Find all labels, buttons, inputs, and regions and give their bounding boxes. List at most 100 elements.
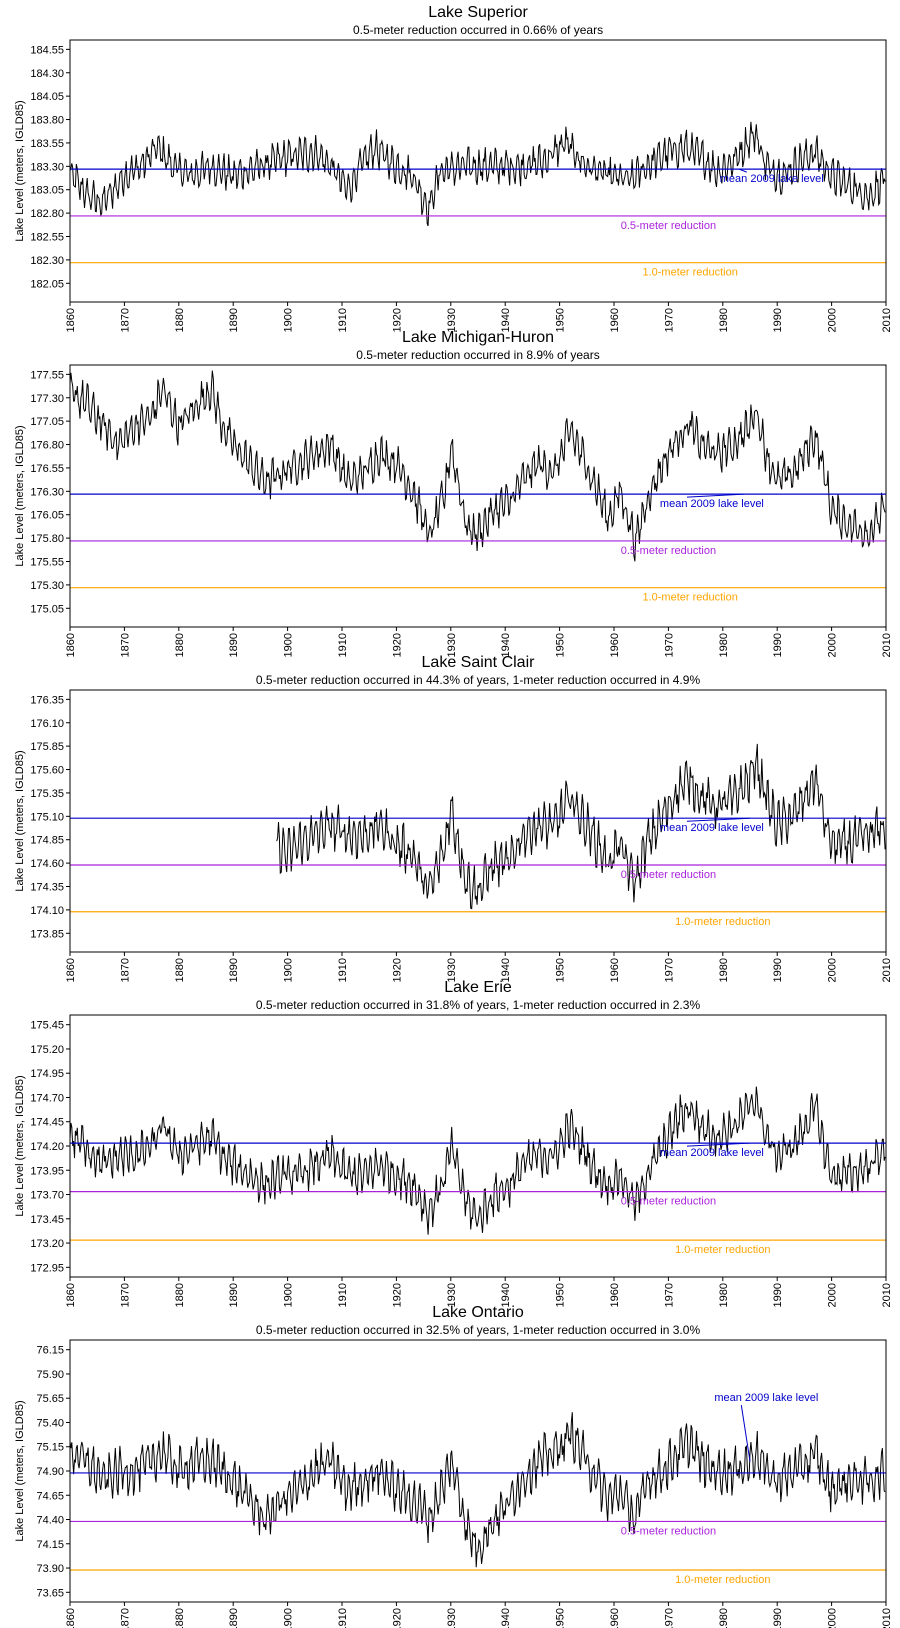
x-tick-label: 1970	[663, 958, 675, 982]
x-tick-label: 1940	[500, 1283, 512, 1307]
y-tick-label: 76.15	[36, 1345, 64, 1357]
y-tick-label: 73.65	[36, 1587, 64, 1599]
x-tick-label: 1910	[337, 1283, 349, 1307]
x-tick-label: 1990	[772, 633, 784, 657]
reference-line-label: mean 2009 lake level	[660, 498, 764, 510]
chart-subtitle: 0.5-meter reduction occurred in 44.3% of…	[256, 673, 701, 687]
x-tick-label: 1890	[228, 308, 240, 332]
x-tick-label: 1920	[391, 1608, 403, 1628]
reference-line-label: 1.0-meter reduction	[642, 267, 737, 279]
x-tick-label: 1860	[65, 958, 77, 982]
y-tick-label: 175.30	[30, 580, 64, 592]
y-tick-label: 174.70	[30, 1092, 64, 1104]
x-tick-label: 1920	[391, 1283, 403, 1307]
y-tick-label: 182.55	[30, 232, 64, 244]
x-tick-label: 2010	[881, 1283, 893, 1307]
y-tick-label: 176.05	[30, 510, 64, 522]
x-tick-label: 1880	[174, 958, 186, 982]
plot-frame	[69, 1339, 887, 1603]
y-tick-label: 75.15	[36, 1442, 64, 1454]
x-tick-label: 1980	[718, 1283, 730, 1307]
x-tick-label: 2000	[827, 308, 839, 332]
chart-title: Lake Saint Clair	[422, 654, 536, 671]
y-tick-label: 175.05	[30, 603, 64, 615]
x-tick-label: 1870	[119, 308, 131, 332]
y-tick-label: 175.45	[30, 1020, 64, 1032]
x-tick-label: 1880	[174, 1283, 186, 1307]
x-tick-label: 1870	[119, 958, 131, 982]
y-tick-label: 174.20	[30, 1141, 64, 1153]
x-tick-label: 1890	[228, 633, 240, 657]
x-tick-label: 2010	[881, 308, 893, 332]
x-tick-label: 1960	[609, 633, 621, 657]
chart-panel-4: Lake Erie 0.5-meter reduction occurred in…	[14, 979, 893, 1307]
y-tick-label: 174.85	[30, 835, 64, 847]
lake-level-series-line	[69, 1086, 886, 1235]
x-tick-label: 1990	[772, 1283, 784, 1307]
x-tick-label: 1940	[500, 308, 512, 332]
x-tick-label: 1920	[391, 633, 403, 657]
chart-title: Lake Michigan-Huron	[402, 329, 554, 346]
chart-panel-1: Lake Superior 0.5-meter reduction occurre…	[14, 4, 893, 332]
y-axis-label: Lake Level (meters, IGLD85)	[14, 425, 26, 566]
reference-line-label: 1.0-meter reduction	[642, 592, 737, 604]
x-tick-label: 2000	[827, 958, 839, 982]
y-tick-label: 75.40	[36, 1417, 64, 1429]
y-tick-label: 184.30	[30, 68, 64, 80]
x-tick-label: 1900	[283, 633, 295, 657]
x-tick-label: 1890	[228, 1608, 240, 1628]
y-tick-label: 173.85	[30, 928, 64, 940]
lake-level-series-line	[69, 121, 886, 227]
mean-level-pointer	[740, 1405, 751, 1462]
y-tick-label: 177.55	[30, 369, 64, 381]
x-tick-label: 1890	[228, 1283, 240, 1307]
y-tick-label: 73.90	[36, 1563, 64, 1575]
x-tick-label: 1900	[283, 1283, 295, 1307]
y-tick-label: 172.95	[30, 1262, 64, 1274]
x-tick-label: 1970	[663, 1283, 675, 1307]
y-tick-label: 175.35	[30, 788, 64, 800]
y-tick-label: 175.10	[30, 811, 64, 823]
x-tick-label: 1860	[65, 308, 77, 332]
y-tick-label: 183.80	[30, 115, 64, 127]
reference-line-label: 0.5-meter reduction	[621, 1525, 716, 1537]
lake-level-series-line	[69, 370, 886, 562]
x-tick-label: 1860	[65, 1283, 77, 1307]
x-tick-label: 2000	[827, 1283, 839, 1307]
y-tick-label: 74.65	[36, 1490, 64, 1502]
reference-line-label: 0.5-meter reduction	[621, 220, 716, 232]
chart-subtitle: 0.5-meter reduction occurred in 32.5% of…	[256, 1323, 701, 1337]
y-tick-label: 183.30	[30, 161, 64, 173]
x-tick-label: 1900	[283, 958, 295, 982]
reference-line-label: mean 2009 lake level	[714, 1392, 818, 1404]
y-tick-label: 176.35	[30, 694, 64, 706]
reference-line-label: 0.5-meter reduction	[621, 1196, 716, 1208]
x-tick-label: 1930	[446, 1608, 458, 1628]
x-tick-label: 1940	[500, 1608, 512, 1628]
x-tick-label: 2000	[827, 633, 839, 657]
x-tick-label: 1950	[555, 308, 567, 332]
x-tick-label: 1990	[772, 308, 784, 332]
plot-frame	[69, 364, 887, 628]
chart-title: Lake Ontario	[432, 1304, 524, 1321]
y-tick-label: 177.05	[30, 416, 64, 428]
x-tick-label: 2010	[881, 958, 893, 982]
x-tick-label: 1880	[174, 308, 186, 332]
x-tick-label: 1980	[718, 958, 730, 982]
x-tick-label: 1900	[283, 1608, 295, 1628]
mean-level-pointer	[686, 493, 745, 498]
y-tick-label: 174.95	[30, 1068, 64, 1080]
x-tick-label: 1900	[283, 308, 295, 332]
mean-level-pointer	[738, 168, 747, 173]
x-tick-label: 1860	[65, 1608, 77, 1628]
x-tick-label: 1960	[609, 1283, 621, 1307]
reference-line-label: mean 2009 lake level	[660, 1147, 764, 1159]
chart-title: Lake Superior	[428, 4, 528, 21]
reference-line-label: 0.5-meter reduction	[621, 869, 716, 881]
x-tick-label: 1960	[609, 1608, 621, 1628]
x-tick-label: 1980	[718, 308, 730, 332]
x-tick-label: 1990	[772, 1608, 784, 1628]
x-tick-label: 1950	[555, 633, 567, 657]
x-tick-label: 1960	[609, 958, 621, 982]
x-tick-label: 1930	[446, 1283, 458, 1307]
